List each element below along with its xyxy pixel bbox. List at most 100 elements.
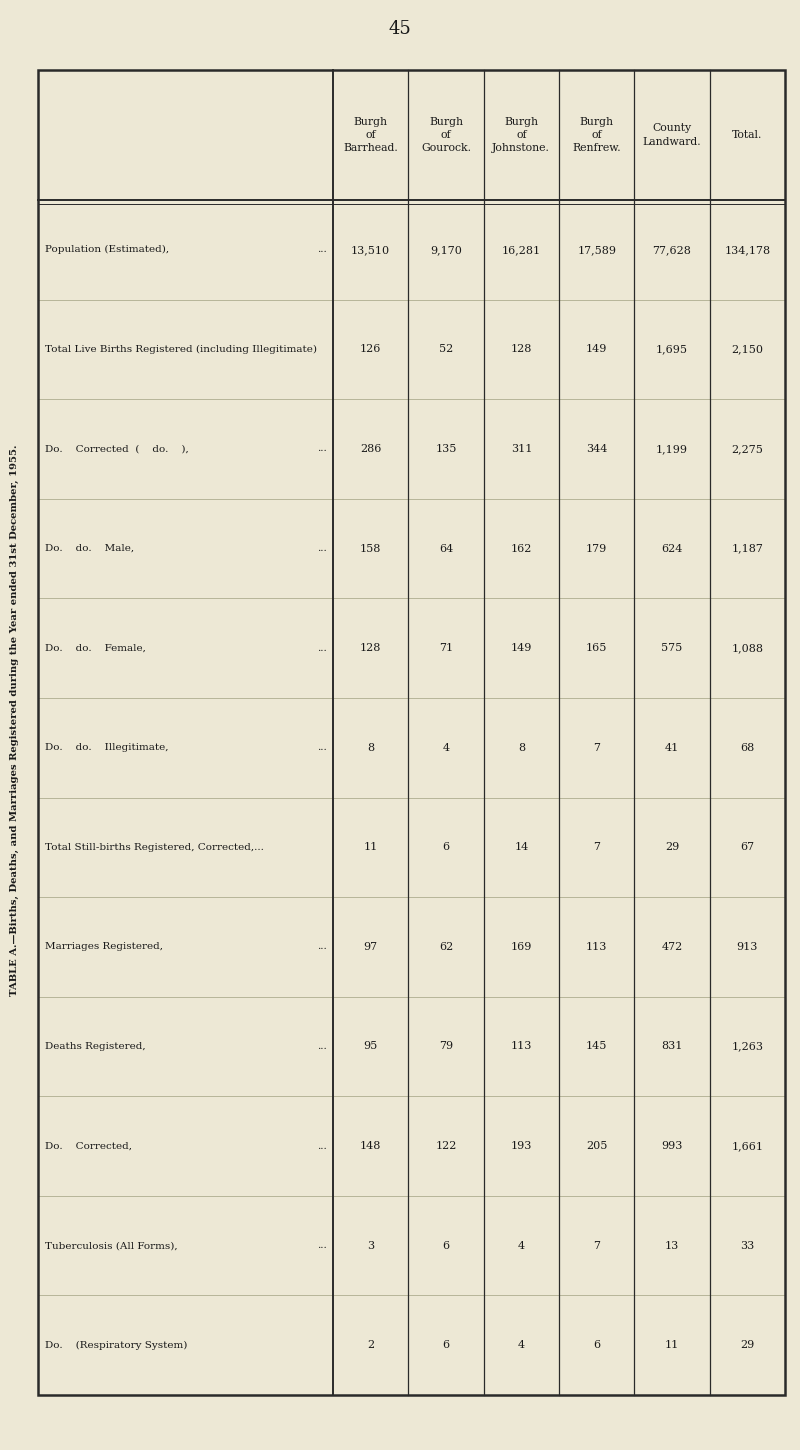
Text: Do.    do.    Female,: Do. do. Female, xyxy=(45,644,146,652)
Text: 62: 62 xyxy=(439,942,453,951)
Text: 11: 11 xyxy=(363,842,378,853)
Text: ...: ... xyxy=(318,942,327,951)
Text: Total Still-births Registered, Corrected,...: Total Still-births Registered, Corrected… xyxy=(45,842,264,851)
Text: 205: 205 xyxy=(586,1141,607,1151)
Text: ...: ... xyxy=(318,445,327,454)
Text: ...: ... xyxy=(318,644,327,652)
Text: 8: 8 xyxy=(518,742,525,753)
Text: Total Live Births Registered (including Illegitimate): Total Live Births Registered (including … xyxy=(45,345,317,354)
Text: ...: ... xyxy=(318,544,327,552)
Text: County
Landward.: County Landward. xyxy=(642,123,702,146)
Text: 3: 3 xyxy=(367,1241,374,1250)
Text: 624: 624 xyxy=(662,544,682,554)
Text: 145: 145 xyxy=(586,1041,607,1051)
Text: Burgh
of
Renfrew.: Burgh of Renfrew. xyxy=(572,117,621,154)
Text: 913: 913 xyxy=(737,942,758,951)
Text: ...: ... xyxy=(318,1241,327,1250)
Text: 6: 6 xyxy=(442,1340,450,1350)
Text: 95: 95 xyxy=(363,1041,378,1051)
Text: 1,263: 1,263 xyxy=(731,1041,763,1051)
Text: 64: 64 xyxy=(439,544,453,554)
Text: 4: 4 xyxy=(518,1340,525,1350)
Text: 79: 79 xyxy=(439,1041,453,1051)
Text: 472: 472 xyxy=(662,942,682,951)
Text: 344: 344 xyxy=(586,444,607,454)
Text: Burgh
of
Barrhead.: Burgh of Barrhead. xyxy=(343,117,398,154)
Text: 13,510: 13,510 xyxy=(351,245,390,255)
Text: Burgh
of
Johnstone.: Burgh of Johnstone. xyxy=(492,117,550,154)
Text: Marriages Registered,: Marriages Registered, xyxy=(45,942,163,951)
Text: ...: ... xyxy=(318,1141,327,1150)
Text: 8: 8 xyxy=(367,742,374,753)
Text: Burgh
of
Gourock.: Burgh of Gourock. xyxy=(421,117,471,154)
Text: 128: 128 xyxy=(510,345,532,354)
Text: 165: 165 xyxy=(586,644,607,652)
Text: 148: 148 xyxy=(360,1141,382,1151)
Text: 17,589: 17,589 xyxy=(577,245,616,255)
Text: 14: 14 xyxy=(514,842,529,853)
Text: 77,628: 77,628 xyxy=(653,245,691,255)
Text: 41: 41 xyxy=(665,742,679,753)
Text: 33: 33 xyxy=(740,1241,754,1250)
Text: 29: 29 xyxy=(665,842,679,853)
Text: 9,170: 9,170 xyxy=(430,245,462,255)
Text: Do.    (Respiratory System): Do. (Respiratory System) xyxy=(45,1341,187,1350)
Text: 193: 193 xyxy=(510,1141,532,1151)
Text: 71: 71 xyxy=(439,644,453,652)
Text: 6: 6 xyxy=(442,1241,450,1250)
Text: 831: 831 xyxy=(662,1041,682,1051)
Text: 6: 6 xyxy=(442,842,450,853)
Text: 7: 7 xyxy=(593,1241,600,1250)
Text: 113: 113 xyxy=(510,1041,532,1051)
Text: 16,281: 16,281 xyxy=(502,245,541,255)
Text: 1,088: 1,088 xyxy=(731,644,763,652)
Text: Population (Estimated),: Population (Estimated), xyxy=(45,245,169,254)
Text: 2,150: 2,150 xyxy=(731,345,763,354)
Text: 4: 4 xyxy=(442,742,450,753)
Text: 128: 128 xyxy=(360,644,382,652)
Text: 575: 575 xyxy=(662,644,682,652)
Text: Total.: Total. xyxy=(732,130,762,141)
Text: 122: 122 xyxy=(435,1141,457,1151)
Text: 1,199: 1,199 xyxy=(656,444,688,454)
Text: 1,661: 1,661 xyxy=(731,1141,763,1151)
Text: 13: 13 xyxy=(665,1241,679,1250)
Text: 286: 286 xyxy=(360,444,382,454)
Text: ...: ... xyxy=(318,744,327,753)
Text: ...: ... xyxy=(318,245,327,254)
Text: TABLE A.—Births, Deaths, and Marriages Registered during the Year ended 31st Dec: TABLE A.—Births, Deaths, and Marriages R… xyxy=(10,444,18,996)
Text: 179: 179 xyxy=(586,544,607,554)
Text: ...: ... xyxy=(318,1043,327,1051)
Text: Do.    do.    Male,: Do. do. Male, xyxy=(45,544,134,552)
Text: 11: 11 xyxy=(665,1340,679,1350)
Text: 6: 6 xyxy=(593,1340,600,1350)
Text: 2,275: 2,275 xyxy=(731,444,763,454)
Text: Do.    do.    Illegitimate,: Do. do. Illegitimate, xyxy=(45,744,169,753)
Text: 113: 113 xyxy=(586,942,607,951)
Text: 149: 149 xyxy=(510,644,532,652)
Text: 158: 158 xyxy=(360,544,382,554)
Text: 134,178: 134,178 xyxy=(724,245,770,255)
Text: 7: 7 xyxy=(593,842,600,853)
Text: Tuberculosis (All Forms),: Tuberculosis (All Forms), xyxy=(45,1241,178,1250)
Text: 67: 67 xyxy=(740,842,754,853)
Text: 97: 97 xyxy=(364,942,378,951)
Text: 162: 162 xyxy=(510,544,532,554)
Text: 149: 149 xyxy=(586,345,607,354)
Text: Do.    Corrected,: Do. Corrected, xyxy=(45,1141,132,1150)
Text: 2: 2 xyxy=(367,1340,374,1350)
Text: Deaths Registered,: Deaths Registered, xyxy=(45,1043,146,1051)
Text: Do.    Corrected  (    do.    ),: Do. Corrected ( do. ), xyxy=(45,445,189,454)
Text: 52: 52 xyxy=(439,345,453,354)
Text: 135: 135 xyxy=(435,444,457,454)
Text: 1,695: 1,695 xyxy=(656,345,688,354)
Text: 993: 993 xyxy=(662,1141,682,1151)
Text: 169: 169 xyxy=(510,942,532,951)
Text: 4: 4 xyxy=(518,1241,525,1250)
Text: 68: 68 xyxy=(740,742,754,753)
Text: 7: 7 xyxy=(593,742,600,753)
Text: 311: 311 xyxy=(510,444,532,454)
Text: 1,187: 1,187 xyxy=(731,544,763,554)
Text: 29: 29 xyxy=(740,1340,754,1350)
Text: 45: 45 xyxy=(389,20,411,38)
